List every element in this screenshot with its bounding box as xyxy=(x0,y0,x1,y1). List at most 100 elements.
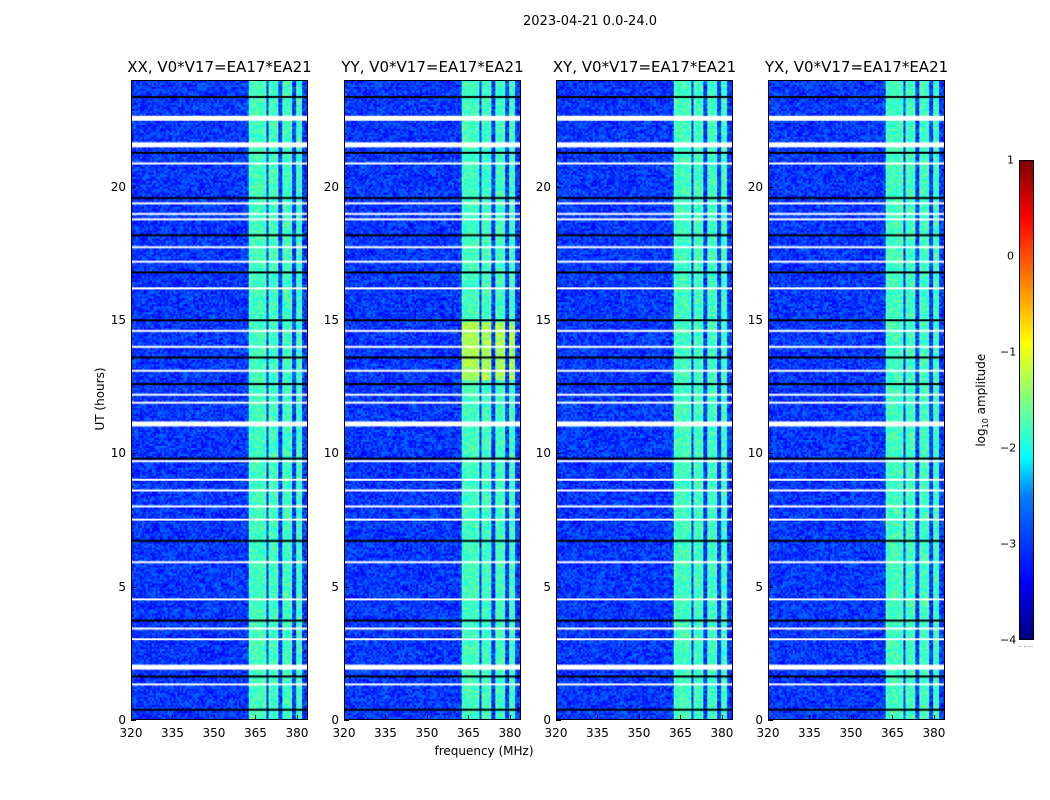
y-tick xyxy=(556,586,561,588)
x-tick-label: 350 xyxy=(839,726,863,740)
colorbar-tick-label: 0 xyxy=(1007,249,1014,263)
x-tick xyxy=(426,715,428,720)
y-tick xyxy=(131,586,136,588)
panel-title: XX, V0*V17=EA17*EA21 xyxy=(127,58,312,76)
x-tick-label: 350 xyxy=(627,726,651,740)
colorbar-tick-label: −2 xyxy=(1000,441,1017,455)
y-axis-label: UT (hours) xyxy=(93,367,107,431)
y-tick xyxy=(131,453,136,455)
heatmap-image xyxy=(768,80,945,720)
heatmap-image xyxy=(556,80,733,720)
x-tick-label: 365 xyxy=(244,726,267,740)
figure-title: 2023-04-21 0.0-24.0 xyxy=(523,14,657,29)
x-tick-label: 365 xyxy=(457,726,480,740)
y-tick-label: 5 xyxy=(755,579,763,594)
y-tick xyxy=(556,186,561,188)
x-tick xyxy=(509,715,511,720)
x-tick-label: 380 xyxy=(498,726,522,740)
x-tick xyxy=(172,715,174,720)
panel-title: XY, V0*V17=EA17*EA21 xyxy=(552,58,737,76)
y-tick-label: 10 xyxy=(535,446,551,461)
x-tick-label: 380 xyxy=(922,726,946,740)
x-tick-label: 320 xyxy=(332,726,356,740)
x-tick-label: 335 xyxy=(374,726,397,740)
y-tick xyxy=(344,453,349,455)
x-tick xyxy=(296,715,298,720)
y-tick xyxy=(768,186,773,188)
x-tick xyxy=(344,715,345,720)
y-tick-label: 20 xyxy=(747,179,763,194)
heatmap-image xyxy=(344,80,521,720)
y-tick-label: 15 xyxy=(535,313,551,327)
heatmap-panel-1: YY, V0*V17=EA17*EA21 320 335 350 365 380 0 5 10 1… xyxy=(324,58,524,740)
x-tick-label: 350 xyxy=(415,726,439,740)
x-tick xyxy=(768,715,769,720)
y-tick xyxy=(131,720,136,721)
y-tick xyxy=(344,720,349,721)
y-tick-label: 0 xyxy=(118,713,126,727)
y-tick-label: 15 xyxy=(323,313,339,327)
x-tick-label: 320 xyxy=(119,726,143,740)
y-tick-label: 10 xyxy=(323,446,339,461)
y-tick xyxy=(131,186,136,188)
y-tick xyxy=(131,320,136,321)
y-tick-label: 10 xyxy=(110,446,126,461)
x-tick xyxy=(468,715,470,720)
y-tick xyxy=(768,320,773,321)
x-axis-label: frequency (MHz) xyxy=(434,744,534,758)
y-tick-label: 0 xyxy=(331,713,339,727)
x-tick xyxy=(556,715,557,720)
x-tick xyxy=(597,715,599,720)
x-tick xyxy=(385,715,387,720)
panel-title: YY, V0*V17=EA17*EA21 xyxy=(341,58,524,76)
y-tick-label: 5 xyxy=(331,579,339,594)
colorbar xyxy=(1019,160,1034,640)
y-tick xyxy=(556,453,561,455)
x-tick-label: 365 xyxy=(669,726,692,740)
y-tick xyxy=(344,186,349,188)
x-tick xyxy=(638,715,640,720)
colorbar-tick-label: 1 xyxy=(1007,153,1014,167)
y-tick-label: 20 xyxy=(110,179,126,194)
heatmap-panel-3: YX, V0*V17=EA17*EA21 320 335 350 365 380 0 5 10 1… xyxy=(748,58,948,740)
x-tick-label: 335 xyxy=(798,726,821,740)
colorbar-label: log10 amplitude xyxy=(973,353,991,447)
y-tick-label: 5 xyxy=(118,579,126,594)
x-tick-label: 380 xyxy=(285,726,309,740)
x-tick xyxy=(213,715,215,720)
y-tick-label: 20 xyxy=(535,179,551,194)
x-tick-label: 320 xyxy=(544,726,568,740)
x-tick-label: 380 xyxy=(710,726,734,740)
x-tick xyxy=(933,715,935,720)
y-tick-label: 15 xyxy=(110,313,126,327)
y-tick xyxy=(344,320,349,321)
y-tick-label: 20 xyxy=(323,179,339,194)
x-tick xyxy=(131,715,132,720)
y-tick xyxy=(768,586,773,588)
colorbar-tick-label: −3 xyxy=(1000,537,1017,551)
y-tick-label: 15 xyxy=(747,313,763,327)
x-tick-label: 335 xyxy=(586,726,609,740)
heatmap-image xyxy=(131,80,308,720)
y-tick xyxy=(344,586,349,588)
x-tick xyxy=(680,715,682,720)
heatmap-panel-2: XY, V0*V17=EA17*EA21 320 335 350 365 380 0 5 10 1… xyxy=(536,58,736,740)
x-tick xyxy=(255,715,257,720)
panel-title: YX, V0*V17=EA17*EA21 xyxy=(764,58,949,76)
colorbar-extend-marker: ...... xyxy=(1018,640,1034,649)
x-tick xyxy=(850,715,852,720)
y-tick xyxy=(768,453,773,455)
heatmap-panel-0: XX, V0*V17=EA17*EA21 320 335 350 365 380 0 5 10 1… xyxy=(111,58,312,740)
y-tick-label: 5 xyxy=(543,579,551,594)
y-tick xyxy=(556,720,561,721)
colorbar-tick-label: −1 xyxy=(1000,345,1017,359)
x-tick-label: 350 xyxy=(202,726,226,740)
x-tick xyxy=(721,715,723,720)
y-tick xyxy=(556,320,561,321)
colorbar-tick-label: −4 xyxy=(1000,633,1017,647)
y-tick-label: 10 xyxy=(747,446,763,461)
x-tick-label: 320 xyxy=(756,726,780,740)
x-tick xyxy=(809,715,811,720)
x-tick-label: 365 xyxy=(881,726,904,740)
